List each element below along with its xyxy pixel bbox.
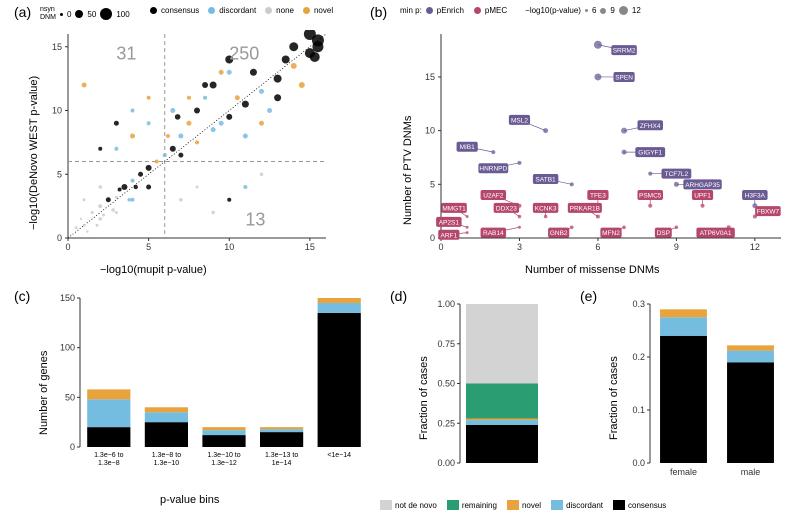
svg-text:13: 13	[245, 209, 265, 229]
panel-a-color-legend: consensusdiscordantnonenovel	[150, 6, 338, 15]
panel-a-scatter: 0 5 10 15 0 5 10 15 31 250 13	[40, 30, 330, 260]
svg-text:PRKAR1B: PRKAR1B	[570, 205, 600, 212]
svg-text:10: 10	[224, 242, 234, 252]
svg-text:ZFHX4: ZFHX4	[640, 123, 661, 130]
svg-text:TFE3: TFE3	[590, 193, 606, 200]
svg-text:250: 250	[229, 44, 259, 64]
svg-text:KCNK3: KCNK3	[535, 205, 557, 212]
svg-text:MMGT1: MMGT1	[442, 205, 466, 212]
svg-text:FBXW7: FBXW7	[757, 209, 780, 216]
svg-text:1.3e−8: 1.3e−8	[98, 460, 120, 467]
svg-text:1.3e−6 to: 1.3e−6 to	[94, 452, 123, 459]
svg-text:9: 9	[674, 242, 679, 252]
svg-text:0.3: 0.3	[632, 299, 645, 309]
svg-text:0.25: 0.25	[437, 418, 455, 428]
svg-text:RAB14: RAB14	[483, 230, 504, 237]
svg-text:0: 0	[57, 233, 62, 243]
svg-text:0.1: 0.1	[632, 405, 645, 415]
panel-a-label: (a)	[14, 4, 31, 20]
svg-text:1e−14: 1e−14	[272, 460, 292, 467]
svg-text:HNRNPD: HNRNPD	[479, 166, 507, 173]
svg-text:H3F3A: H3F3A	[745, 193, 766, 200]
panel-a-size-legend: nsynDNM050100	[40, 6, 130, 22]
svg-text:female: female	[670, 467, 697, 477]
svg-text:5: 5	[57, 169, 62, 179]
svg-text:15: 15	[305, 242, 315, 252]
svg-text:0: 0	[70, 442, 75, 452]
panel-b-scatter: 0 3 6 9 12 0 5 10 15 SRRM2 SPEN MSL2 ZFHX4 MIB1 GIGYF1…	[415, 30, 785, 260]
panel-a-xlabel: −log10(mupit p-value)	[100, 264, 207, 276]
panel-c-ylabel: Number of genes	[38, 351, 50, 435]
panel-e-bars: 0.0 0.1 0.2 0.3 female male	[620, 298, 790, 483]
svg-text:DSP: DSP	[657, 230, 670, 237]
panel-c-label: (c)	[14, 288, 30, 304]
panel-d-bar: 0.00 0.25 0.50 0.75 1.00	[430, 298, 550, 483]
svg-text:1.3e−13 to: 1.3e−13 to	[265, 452, 298, 459]
svg-text:10: 10	[425, 126, 435, 136]
svg-text:1.3e−8 to: 1.3e−8 to	[152, 452, 181, 459]
svg-text:GIGYF1: GIGYF1	[638, 150, 662, 157]
svg-text:6: 6	[595, 242, 600, 252]
panel-c-xlabel: p-value bins	[160, 494, 219, 506]
svg-text:1.3e−10: 1.3e−10	[154, 460, 180, 467]
panel-a-ylabel: −log10(DeNovo WEST p-value)	[28, 76, 40, 230]
svg-text:0: 0	[65, 242, 70, 252]
svg-text:MSL2: MSL2	[511, 117, 528, 124]
svg-text:AP2S1: AP2S1	[439, 219, 460, 226]
svg-text:PSMC5: PSMC5	[639, 193, 662, 200]
svg-text:15: 15	[425, 72, 435, 82]
svg-text:50: 50	[65, 392, 75, 402]
bottom-legend: not de novoremainingnoveldiscordantconse…	[380, 500, 666, 510]
svg-text:1.3e−12: 1.3e−12	[211, 460, 237, 467]
panel-b-minp-legend: min p:pEnrichpMEC−log10(p-value)6912	[400, 6, 641, 15]
svg-text:ARF1: ARF1	[441, 232, 458, 239]
svg-text:0: 0	[438, 242, 443, 252]
svg-text:0.2: 0.2	[632, 352, 645, 362]
svg-text:5: 5	[430, 179, 435, 189]
svg-text:15: 15	[52, 42, 62, 52]
svg-text:<1e−14: <1e−14	[327, 452, 351, 459]
svg-text:ARHGAP35: ARHGAP35	[685, 182, 720, 189]
svg-text:UPF1: UPF1	[694, 193, 711, 200]
svg-text:ATP6V0A1: ATP6V0A1	[700, 230, 732, 237]
panel-e-ylabel: Fraction of cases	[608, 356, 620, 440]
svg-text:150: 150	[60, 293, 75, 303]
panel-e-label: (e)	[580, 288, 597, 304]
svg-text:5: 5	[146, 242, 151, 252]
panel-b-xlabel: Number of missense DNMs	[525, 264, 659, 276]
svg-text:MFN2: MFN2	[602, 230, 620, 237]
panel-b-ylabel: Number of PTV DNMs	[402, 116, 414, 225]
svg-text:TCF7L2: TCF7L2	[665, 171, 689, 178]
svg-text:male: male	[741, 467, 761, 477]
svg-text:0.00: 0.00	[437, 458, 455, 468]
panel-c-bars: 0501001501.3e−6 to1.3e−81.3e−8 to1.3e−10…	[52, 292, 372, 487]
svg-text:12: 12	[750, 242, 760, 252]
svg-text:0.0: 0.0	[632, 458, 645, 468]
svg-text:10: 10	[52, 106, 62, 116]
svg-text:U2AF2: U2AF2	[483, 193, 504, 200]
svg-text:SATB1: SATB1	[536, 176, 556, 183]
svg-text:1.3e−10 to: 1.3e−10 to	[207, 452, 240, 459]
svg-text:MIB1: MIB1	[460, 144, 476, 151]
svg-text:SRRM2: SRRM2	[613, 48, 636, 55]
svg-text:31: 31	[116, 44, 136, 64]
svg-text:GNB2: GNB2	[550, 230, 568, 237]
panel-d-label: (d)	[390, 288, 407, 304]
svg-text:0.75: 0.75	[437, 339, 455, 349]
svg-text:3: 3	[517, 242, 522, 252]
panel-b-label: (b)	[370, 4, 387, 20]
svg-text:1.00: 1.00	[437, 299, 455, 309]
svg-text:100: 100	[60, 343, 75, 353]
svg-text:0.50: 0.50	[437, 379, 455, 389]
svg-text:0: 0	[430, 233, 435, 243]
panel-d-ylabel: Fraction of cases	[418, 356, 430, 440]
svg-text:DDX23: DDX23	[496, 205, 517, 212]
svg-text:SPEN: SPEN	[615, 74, 633, 81]
